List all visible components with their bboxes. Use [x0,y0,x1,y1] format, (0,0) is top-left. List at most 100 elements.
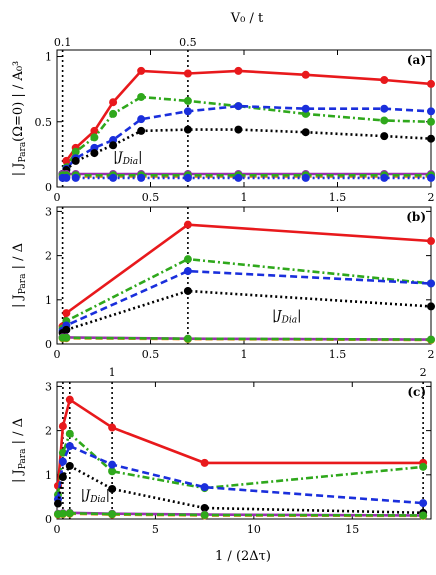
data-point [108,460,117,469]
data-point [380,173,389,182]
data-point [62,309,71,318]
data-point [301,70,310,79]
series-line-black [61,289,432,334]
data-point [419,462,428,471]
data-point [53,499,62,508]
data-point [183,267,192,276]
data-point [137,66,146,75]
x-tick-label: 10 [247,523,261,536]
data-point [62,173,71,182]
y-tick-label: 2 [45,250,52,263]
series-line-blue [56,444,424,505]
panel-tag: (c) [407,385,426,399]
data-point [183,220,192,229]
data-point [183,286,192,295]
data-point [58,473,67,482]
annotation-jdia: |JDia| [113,150,142,167]
data-point [58,509,67,518]
data-point [108,467,117,476]
data-point [109,141,118,150]
data-point [427,237,435,246]
data-point [62,325,71,334]
data-point [427,335,435,344]
data-point [380,104,389,113]
y-axis-label: | JPara | / Δ [11,243,28,308]
y-tick-label: 0 [45,338,52,351]
data-point [200,503,209,512]
data-point [427,117,435,126]
data-point [427,279,435,288]
data-point [108,484,117,493]
data-point [90,149,99,158]
data-point [380,76,389,85]
y-tick-label: 1 [45,469,52,482]
y-tick-label: 3 [45,205,52,218]
panel-tag: (a) [407,53,426,67]
data-point [234,102,243,111]
data-point [183,173,192,182]
y-tick-label: 2 [45,425,52,438]
x-tick-label: 0 [54,348,61,361]
data-point [137,173,146,182]
data-point [183,125,192,134]
bottom-axis-label: 1 / (2Δτ) [215,549,271,564]
data-point [301,128,310,137]
data-point [301,173,310,182]
data-point [427,302,435,311]
annotation-jdia: |JDia| [81,488,110,505]
data-point [427,79,435,88]
data-point [108,423,117,432]
x-tick-label: 0.5 [142,191,160,204]
data-point [380,116,389,125]
x-tick-label: 0 [54,523,61,536]
x-tick-label: 0 [54,191,61,204]
data-point [71,156,80,165]
y-axis-label: | JPara | / Δ [11,418,28,483]
y-tick-label: 1 [45,294,52,307]
top-tick-label: 0.1 [54,36,72,49]
data-point [62,333,71,342]
x-tick-label: 15 [345,523,359,536]
data-point [108,510,117,519]
data-point [109,98,118,107]
data-point [109,173,118,182]
panel-2: 0 5 10 15 0 1 2 3 (c) |JDia| | JPara | / Δ 1 2 [11,366,432,536]
data-point [234,125,243,134]
data-point [65,509,74,518]
x-tick-label: 2 [428,348,435,361]
data-point [200,483,209,492]
series-line-red [56,397,424,487]
data-point [137,126,146,135]
data-point [65,395,74,404]
data-point [200,511,209,520]
panels: 0 0.5 1 1.5 2 0 0.5 1 (a) |JDia| | JPara(Ω=0) | / … [11,36,435,536]
x-tick-label: 1.5 [329,348,347,361]
data-point [71,173,80,182]
vline-label: 2 [420,366,427,379]
series-line-blue [61,269,432,332]
panel-0: 0 0.5 1 1.5 2 0 0.5 1 (a) |JDia| | JPara(Ω=0) | / … [11,49,435,204]
x-tick-label: 0.5 [142,348,160,361]
y-tick-label: 0 [45,181,52,194]
data-point [137,92,146,101]
data-point [65,429,74,438]
data-point [427,173,435,182]
data-point [137,115,146,124]
data-point [65,442,74,451]
data-point [183,334,192,343]
data-point [65,461,74,470]
data-point [183,255,192,264]
data-point [183,69,192,78]
top-axis-label: V₀ / t [230,11,264,26]
y-tick-label: 3 [45,380,52,393]
data-point [200,458,209,467]
top-tick-label: 0.5 [179,36,197,49]
data-point [301,104,310,113]
x-tick-label: 1.5 [329,191,347,204]
data-point [90,126,99,135]
data-point [90,133,99,142]
y-tick-label: 0 [45,513,52,526]
data-point [419,499,428,508]
data-point [419,511,428,520]
x-tick-label: 2 [428,191,435,204]
